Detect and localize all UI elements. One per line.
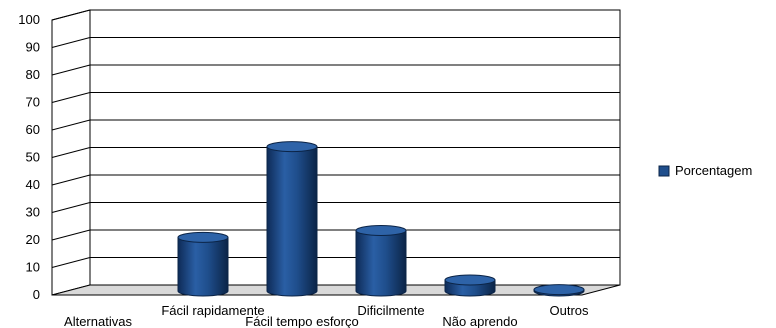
plot-walls	[51, 9, 621, 296]
bar-top	[533, 284, 585, 296]
x-tick-label: Não aprendo	[442, 314, 517, 328]
gridline-side	[51, 37, 91, 48]
bar	[533, 284, 585, 297]
bar-body	[266, 146, 318, 297]
x-tick-label: Alternativas	[64, 314, 132, 328]
x-tick-label: Outros	[549, 303, 589, 318]
y-tick-label: 100	[18, 12, 40, 27]
legend-swatch	[658, 165, 670, 177]
y-tick-label: 0	[33, 287, 40, 302]
y-tick-label: 40	[26, 177, 40, 192]
y-tick-label: 10	[26, 260, 40, 275]
y-tick-label: 80	[26, 67, 40, 82]
y-tick-label: 30	[26, 205, 40, 220]
x-tick-label: Fácil tempo esforço	[245, 314, 358, 328]
bar	[177, 231, 229, 297]
y-tick-label: 20	[26, 232, 40, 247]
bar-body	[355, 230, 407, 297]
gridline-side	[51, 64, 91, 76]
gridline-side	[51, 9, 91, 21]
bar-top	[444, 274, 496, 286]
gridline-side	[51, 229, 91, 241]
y-axis-ticks: 0 10 20 30 40 50 60 70 80 90 100	[18, 12, 40, 302]
gridline-side	[51, 202, 91, 213]
x-tick-label: Dificilmente	[357, 303, 424, 318]
bar	[444, 274, 496, 297]
bar	[355, 225, 407, 297]
x-tick-label: Fácil rapidamente	[161, 303, 264, 318]
gridline-side	[51, 147, 91, 158]
gridlines	[51, 9, 620, 268]
y-tick-label: 70	[26, 95, 40, 110]
gridline-side	[51, 92, 91, 103]
bars	[177, 141, 585, 297]
bar-top	[266, 141, 318, 153]
bar-body	[177, 236, 229, 297]
bar-top	[355, 225, 407, 236]
y-tick-label: 90	[26, 40, 40, 55]
legend-label: Porcentagem	[675, 163, 752, 178]
y-tick-label: 50	[26, 150, 40, 165]
bar-top	[177, 231, 229, 243]
bar	[266, 141, 318, 297]
y-tick-label: 60	[26, 122, 40, 137]
legend: Porcentagem	[658, 163, 752, 178]
gridline-side	[51, 119, 91, 131]
gridline-side	[51, 174, 91, 186]
gridline-side	[51, 257, 91, 268]
